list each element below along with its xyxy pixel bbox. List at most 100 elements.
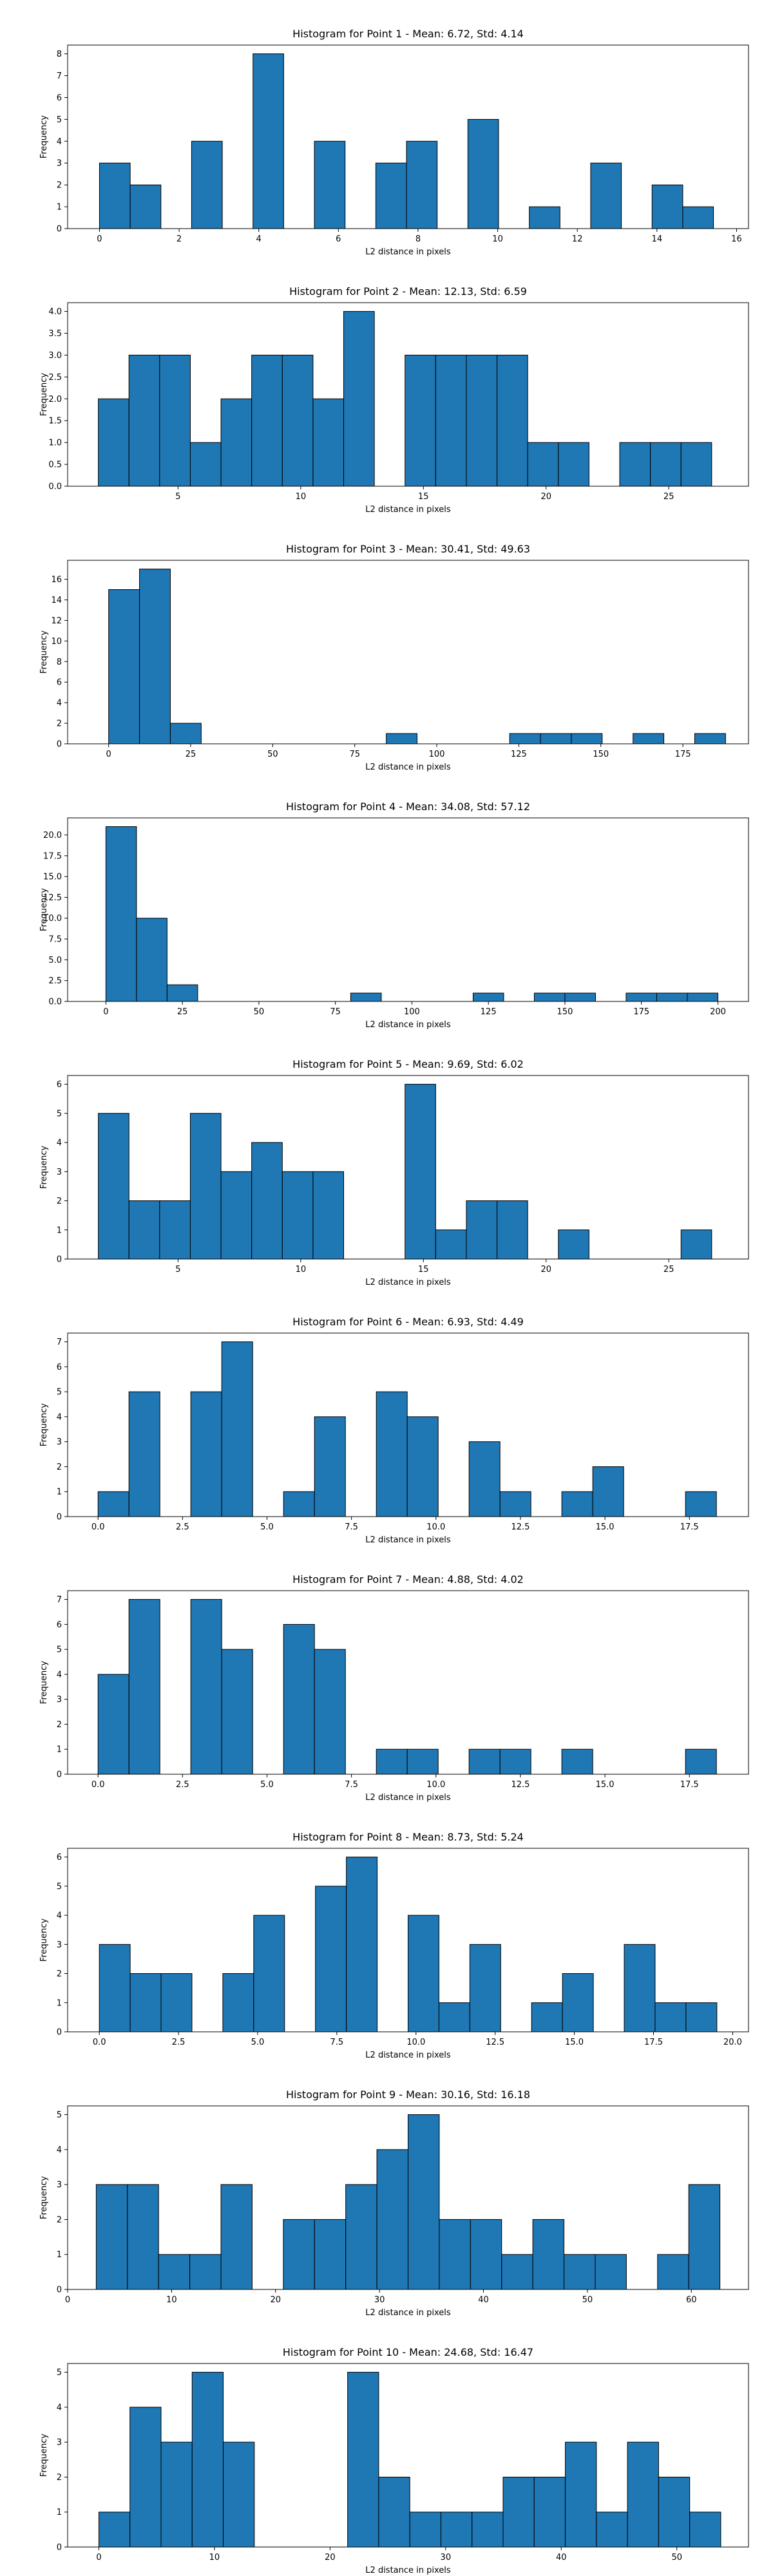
histogram-bar [129, 2407, 162, 2548]
y-axis-label: Frequency [39, 1918, 49, 1962]
y-tick-label: 5 [57, 1109, 62, 1119]
chart-title: Histogram for Point 3 - Mean: 30.41, Std… [286, 543, 530, 555]
y-tick-label: 14 [51, 596, 62, 605]
x-tick-label: 0.0 [91, 1522, 105, 1532]
y-tick-label: 6 [57, 1363, 62, 1372]
histogram-bar [561, 1491, 593, 1517]
histogram-bar [315, 1886, 347, 2032]
histogram-bar [435, 354, 467, 487]
y-tick-label: 15.0 [43, 873, 62, 882]
histogram-chart-9: Histogram for Point 9 - Mean: 30.16, Std… [39, 2088, 749, 2318]
histogram-bar [136, 918, 167, 1002]
chart-title: Histogram for Point 10 - Mean: 24.68, St… [283, 2346, 533, 2358]
histogram-bar [501, 2254, 533, 2290]
x-tick-label: 75 [330, 1007, 341, 1017]
y-tick-label: 1 [57, 1226, 62, 1235]
y-tick-label: 2 [57, 1969, 62, 1979]
histogram-bar [105, 826, 137, 1002]
histogram-bar [558, 442, 589, 487]
plot-frame [67, 1590, 749, 1775]
y-tick-label: 5 [57, 2110, 62, 2120]
y-axis-label: Frequency [39, 2434, 49, 2477]
x-tick-label: 125 [511, 750, 527, 759]
histogram-bar [97, 1491, 129, 1517]
histogram-bar [376, 2149, 408, 2290]
y-tick-label: 3 [57, 1437, 62, 1447]
histogram-bar [98, 2512, 131, 2548]
histogram-bar [497, 354, 528, 487]
x-tick-label: 25 [177, 1007, 188, 1017]
y-axis-label: Frequency [39, 2176, 49, 2219]
histogram-bar [625, 992, 657, 1002]
x-tick-label: 30 [374, 2295, 385, 2305]
y-axis-label: Frequency [39, 1661, 49, 1704]
histogram-bar [624, 1944, 656, 2032]
x-tick-label: 150 [557, 1007, 573, 1017]
x-tick-label: 175 [633, 1007, 649, 1017]
x-tick-label: 25 [663, 1265, 674, 1274]
histogram-bar [283, 1624, 315, 1775]
histogram-bar [283, 2219, 315, 2290]
x-axis-label: L2 distance in pixels [365, 247, 451, 257]
y-tick-label: 3 [57, 1168, 62, 1177]
histogram-bar [190, 1599, 222, 1775]
histogram-bar [509, 733, 541, 744]
histogram-bar [191, 2372, 224, 2548]
histogram-bar [657, 2254, 689, 2290]
histogram-chart-2: Histogram for Point 2 - Mean: 12.13, Std… [39, 285, 749, 515]
histogram-bar [562, 1973, 594, 2032]
histogram-bar [253, 1915, 285, 2032]
y-tick-label: 1.5 [48, 417, 62, 426]
y-tick-label: 1.0 [48, 439, 62, 448]
y-tick-label: 2 [57, 1197, 62, 1206]
histogram-bar [127, 2184, 159, 2290]
histogram-bar [596, 2512, 628, 2548]
x-tick-label: 0 [96, 2553, 101, 2562]
x-tick-label: 15 [418, 1265, 429, 1274]
y-tick-label: 12.5 [43, 893, 62, 903]
y-tick-label: 4 [57, 137, 62, 147]
y-tick-label: 4 [57, 699, 62, 708]
y-tick-label: 6 [57, 1080, 62, 1090]
y-tick-label: 4 [57, 1139, 62, 1148]
x-tick-label: 12.5 [511, 1522, 530, 1532]
y-tick-label: 1 [57, 1745, 62, 1755]
histogram-bar [128, 1200, 160, 1260]
plot-frame [67, 44, 749, 229]
y-tick-label: 8 [57, 50, 62, 59]
y-tick-label: 1 [57, 2508, 62, 2517]
histogram-bar [527, 442, 559, 487]
x-tick-label: 20 [540, 1265, 551, 1274]
histogram-bar [405, 1084, 436, 1260]
histogram-bar [680, 1229, 712, 1260]
plot-frame [67, 1848, 749, 2032]
histogram-bar [346, 1857, 378, 2032]
histogram-bar [221, 1341, 253, 1517]
y-tick-label: 6 [57, 1853, 62, 1862]
histogram-bar [169, 723, 202, 744]
x-tick-label: 175 [675, 750, 691, 759]
x-tick-label: 10 [492, 234, 503, 244]
plot-frame [67, 2363, 749, 2548]
histogram-bar [440, 2512, 473, 2548]
histogram-bar [251, 1142, 283, 1260]
y-tick-label: 16 [51, 575, 62, 585]
y-tick-label: 0 [57, 2543, 62, 2553]
x-tick-label: 15.0 [565, 2038, 584, 2047]
y-tick-label: 0.5 [48, 460, 62, 470]
histogram-bar [650, 442, 682, 487]
x-tick-label: 14 [652, 234, 663, 244]
histogram-bar [590, 162, 622, 229]
x-tick-label: 12 [572, 234, 583, 244]
y-tick-label: 3 [57, 1695, 62, 1705]
histogram-bar [378, 2476, 410, 2548]
histogram-bar [128, 1599, 160, 1775]
y-tick-label: 6 [57, 93, 62, 103]
x-tick-label: 7.5 [345, 1522, 358, 1532]
x-tick-label: 0 [103, 1007, 108, 1017]
y-tick-label: 4 [57, 1911, 62, 1921]
histogram-bar [688, 2184, 721, 2290]
y-tick-label: 0.0 [48, 482, 62, 492]
x-tick-label: 125 [481, 1007, 497, 1017]
x-tick-label: 200 [710, 1007, 726, 1017]
